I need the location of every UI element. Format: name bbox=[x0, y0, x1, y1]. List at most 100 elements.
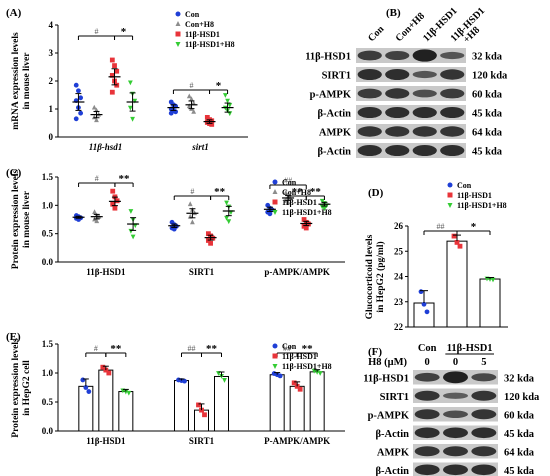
blot-band bbox=[440, 126, 465, 137]
data-point bbox=[78, 95, 84, 101]
data-point bbox=[175, 42, 181, 47]
data-point bbox=[83, 385, 89, 390]
data-point bbox=[191, 100, 197, 106]
data-point bbox=[187, 201, 193, 207]
blot-strip bbox=[356, 86, 466, 101]
bar bbox=[479, 278, 501, 328]
data-point bbox=[112, 63, 117, 68]
blot-band bbox=[471, 446, 497, 457]
y-tick-label: 0 bbox=[49, 132, 54, 142]
data-point bbox=[447, 203, 453, 208]
data-point bbox=[447, 192, 453, 198]
blot-row-label: p-AMPK bbox=[310, 90, 352, 101]
blot-row-label: β-Actin bbox=[375, 466, 409, 476]
y-tick-label: 0.0 bbox=[42, 257, 54, 267]
data-point bbox=[490, 277, 496, 283]
data-point bbox=[80, 377, 86, 383]
blot-strip bbox=[356, 143, 466, 158]
bar bbox=[98, 369, 114, 432]
y-tick-label: 23 bbox=[394, 297, 404, 307]
data-point bbox=[112, 205, 118, 211]
y-tick-label: 1.5 bbox=[42, 172, 54, 182]
blot-band bbox=[443, 446, 468, 457]
blot-row-label: p-AMPK bbox=[368, 410, 410, 421]
significance-label: ** bbox=[110, 343, 122, 355]
significance-label: ** bbox=[292, 186, 304, 198]
data-point bbox=[272, 199, 278, 205]
x-tick-label: 11β-hsd1 bbox=[89, 142, 123, 152]
data-point bbox=[272, 179, 278, 185]
blot-band bbox=[357, 144, 382, 157]
data-point bbox=[267, 211, 273, 217]
significance-label: ** bbox=[214, 186, 226, 198]
blot-band bbox=[412, 106, 437, 119]
data-point bbox=[226, 219, 232, 225]
data-point bbox=[317, 371, 323, 376]
bar bbox=[446, 240, 468, 328]
blot-band bbox=[412, 144, 437, 157]
bar bbox=[174, 380, 189, 432]
bar bbox=[214, 375, 229, 432]
significance-label: ** bbox=[206, 343, 218, 355]
blot-kda-label: 64 kda bbox=[472, 128, 503, 139]
blot-band bbox=[385, 50, 410, 61]
data-point bbox=[109, 73, 115, 78]
blot-strip bbox=[356, 67, 466, 82]
data-point bbox=[73, 116, 79, 122]
data-point bbox=[301, 217, 307, 222]
x-tick-label: SIRT1 bbox=[189, 267, 215, 277]
data-point bbox=[114, 68, 120, 74]
x-tick-label: 11β-HSD1 bbox=[86, 267, 126, 277]
data-point bbox=[130, 116, 135, 122]
data-point bbox=[454, 240, 460, 245]
x-tick-label: 11β-HSD1 bbox=[86, 436, 126, 446]
data-point bbox=[222, 378, 227, 383]
chart-panel-A: 0 1 2 3 4 mRNA expression levelsin mouse live… bbox=[6, 7, 248, 152]
y-axis-label: mRNA expression levelsin mouse liver bbox=[11, 32, 32, 130]
y-tick-label: 24 bbox=[394, 272, 404, 282]
blot-dose-value: 5 bbox=[481, 357, 486, 368]
blot-band bbox=[385, 68, 410, 81]
blot-band bbox=[414, 427, 440, 439]
blot-band bbox=[471, 427, 497, 439]
data-point bbox=[76, 88, 81, 94]
data-point bbox=[110, 201, 116, 207]
blot-band bbox=[471, 464, 497, 476]
data-point bbox=[303, 225, 309, 231]
y-tick-label: 1 bbox=[49, 104, 54, 114]
blot-kda-label: 60 kda bbox=[472, 90, 503, 101]
legend-label: 11β-HSD1 bbox=[185, 30, 220, 39]
legend-label: Con bbox=[282, 342, 297, 351]
blot-dose-label: H8 (μM) bbox=[368, 357, 407, 368]
significance-label: ** bbox=[302, 343, 314, 355]
significance-label: ## bbox=[188, 344, 196, 353]
data-point bbox=[322, 206, 327, 212]
blot-row-label: β-Actin bbox=[317, 109, 351, 120]
x-tick-label: p-AMPK/AMPK bbox=[264, 267, 330, 277]
data-point bbox=[175, 11, 181, 17]
data-point bbox=[283, 189, 289, 195]
blot-row-label: AMPK bbox=[319, 128, 352, 139]
y-tick-label: 26 bbox=[394, 221, 404, 231]
blot-band bbox=[414, 464, 440, 476]
data-point bbox=[457, 243, 463, 249]
significance-label: * bbox=[471, 221, 477, 233]
legend-label: Con+H8 bbox=[282, 188, 311, 197]
blot-band bbox=[357, 126, 382, 137]
legend-label: 11β-HSD1+H8 bbox=[282, 208, 332, 217]
blot-row-label: 11β-HSD1 bbox=[305, 52, 351, 63]
data-point bbox=[175, 31, 181, 37]
data-point bbox=[189, 96, 194, 102]
blot-row-label: SIRT1 bbox=[380, 392, 409, 403]
significance-label: # bbox=[94, 344, 98, 353]
y-tick-label: 0.0 bbox=[42, 426, 54, 436]
blot-band bbox=[357, 68, 382, 81]
data-point bbox=[191, 108, 197, 114]
blot-band bbox=[440, 106, 465, 119]
data-point bbox=[285, 199, 291, 205]
legend-label: Con bbox=[457, 181, 472, 190]
blot-strip bbox=[356, 105, 466, 120]
data-point bbox=[224, 200, 229, 206]
blot-band bbox=[471, 409, 497, 420]
blot-band bbox=[357, 88, 382, 99]
